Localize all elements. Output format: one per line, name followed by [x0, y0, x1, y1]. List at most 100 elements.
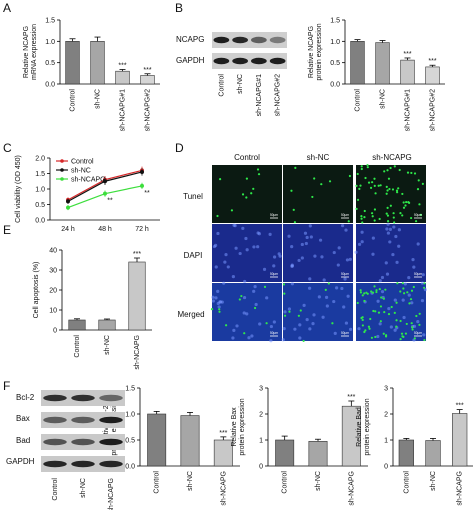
bar [68, 319, 86, 331]
data-point [66, 199, 70, 204]
nucleus-dot [313, 254, 317, 258]
nucleus-dot [344, 321, 349, 325]
tunel-dot [401, 192, 404, 196]
nucleus-dot [272, 255, 277, 259]
y-tick-label: 2.0 [35, 156, 45, 163]
nucleus-dot [308, 224, 312, 228]
y-tick-label: 1.5 [35, 171, 45, 178]
y-tick-label: 40 [49, 248, 57, 255]
nucleus-dot [342, 305, 346, 309]
tunel-dot [406, 171, 410, 174]
blot-band [71, 416, 95, 424]
tunel-dot [359, 291, 363, 294]
tunel-dot [380, 296, 383, 299]
tunel-dot [387, 312, 391, 316]
micro-col-shncapg: sh-NCAPG [372, 153, 412, 162]
tunel-dot [396, 282, 399, 285]
y-axis-label: Cell apoptosis (%) [33, 262, 40, 319]
blot-band [43, 438, 67, 446]
tunel-dot [243, 332, 246, 335]
nucleus-dot [412, 265, 416, 269]
tunel-dot [245, 196, 248, 199]
blot-band [43, 416, 67, 424]
tunel-dot [369, 317, 372, 321]
tunel-dot [405, 322, 408, 326]
nucleus-dot [395, 260, 399, 264]
tunel-dot [363, 209, 366, 213]
tunel-dot [367, 181, 371, 184]
nucleus-dot [220, 300, 224, 304]
nucleus-dot [403, 282, 407, 286]
tunel-dot [347, 220, 350, 223]
scale-label: 50μm [270, 331, 278, 335]
nucleus-dot [272, 320, 276, 324]
tunel-dot [422, 286, 426, 289]
lane-label: sh-NC [80, 478, 87, 498]
blot-band [232, 57, 248, 65]
tunel-dot [418, 312, 421, 315]
nucleus-dot [305, 235, 309, 240]
nucleus-dot [320, 255, 324, 259]
micro-panel [283, 165, 353, 223]
significance-label: *** [428, 58, 436, 65]
nucleus-dot [376, 334, 380, 339]
nucleus-dot [397, 228, 401, 232]
tunel-dot [373, 184, 376, 187]
x-tick-label: Control [70, 89, 77, 112]
nucleus-dot [360, 230, 364, 234]
tunel-dot [366, 292, 369, 295]
tunel-dot [361, 221, 364, 224]
nucleus-dot [243, 279, 247, 284]
nucleus-dot [388, 240, 392, 244]
y-axis-label-line: Relative Bad [356, 407, 363, 447]
nucleus-dot [308, 277, 312, 281]
bar [308, 440, 328, 467]
nucleus-dot [348, 257, 352, 261]
blot-band [269, 57, 286, 65]
micro-row-dapi: DAPI [184, 251, 203, 260]
y-axis-label-line: protein expression [364, 398, 371, 455]
tunel-dot [361, 324, 364, 327]
tunel-dot [415, 314, 418, 318]
nucleus-dot [332, 299, 336, 304]
tunel-dot [216, 214, 219, 218]
legend-marker [60, 168, 64, 172]
tunel-dot [404, 332, 408, 335]
y-axis-label-line: protein expression [239, 398, 246, 455]
tunel-dot [293, 221, 297, 224]
tunel-dot [402, 206, 406, 209]
tunel-dot [230, 209, 234, 212]
tunel-dot [393, 221, 396, 224]
tunel-dot [410, 289, 414, 292]
nucleus-dot [309, 235, 313, 239]
tunel-dot [393, 165, 396, 168]
nucleus-dot [386, 231, 390, 235]
tunel-dot [374, 310, 377, 313]
blot-band [269, 36, 286, 44]
nucleus-dot [269, 339, 273, 343]
tunel-dot [364, 176, 367, 180]
nucleus-dot [337, 246, 341, 250]
tunel-dot [409, 298, 413, 301]
tunel-dot [399, 319, 402, 323]
x-tick-label: Control [355, 89, 362, 112]
tunel-dot [401, 282, 404, 285]
y-axis-label-line: protein expression [316, 23, 323, 80]
x-tick-label: sh-NCAPG [348, 471, 355, 506]
tunel-dot [320, 183, 323, 186]
nucleus-dot [420, 281, 425, 285]
nucleus-dot [371, 252, 375, 256]
micro-row-merged: Merged [177, 310, 204, 319]
tunel-dot [372, 309, 375, 313]
nucleus-dot [411, 258, 415, 262]
y-tick-label: 20 [49, 288, 57, 295]
nucleus-dot [388, 227, 392, 231]
nucleus-dot [336, 263, 340, 267]
nucleus-dot [357, 242, 362, 247]
nucleus-dot [231, 275, 235, 279]
tunel-dot [412, 285, 415, 289]
tunel-dot [395, 189, 399, 192]
nucleus-dot [257, 232, 261, 236]
